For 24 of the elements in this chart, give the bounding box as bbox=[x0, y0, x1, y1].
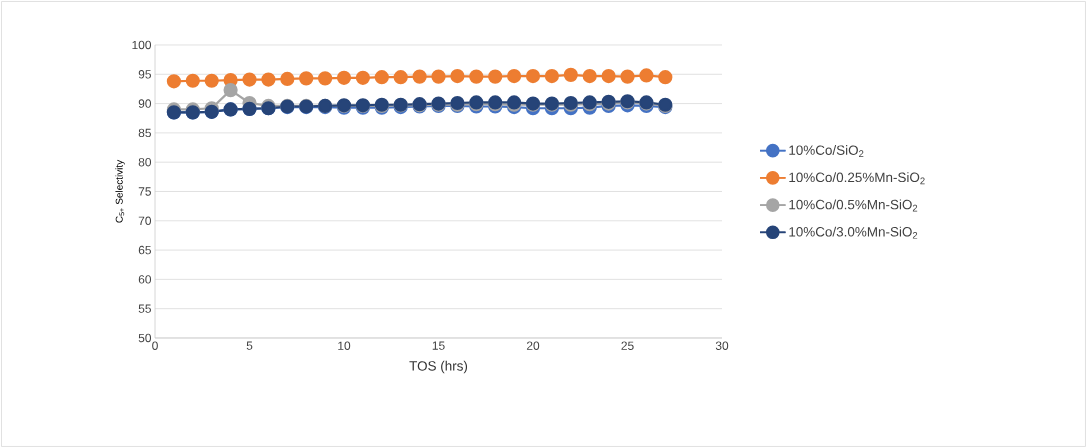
legend-label: 10%Co/0.25%Mn-SiO$_{2}$ bbox=[789, 172, 925, 185]
x-tick-label: 30 bbox=[715, 341, 729, 350]
y-tick-label: 65 bbox=[138, 245, 151, 255]
legend-label: 10%Co/3.0%Mn-SiO$_{2}$ bbox=[789, 226, 918, 239]
y-tick-label: 55 bbox=[138, 304, 151, 313]
y-tick-label: 75 bbox=[138, 187, 151, 196]
x-axis-title: TOS (hrs) bbox=[409, 360, 468, 374]
x-tick-label: 10 bbox=[338, 341, 351, 350]
y-tick-label: 100 bbox=[132, 40, 152, 50]
x-tick-label: 5 bbox=[246, 341, 253, 350]
x-tick-label: 25 bbox=[621, 341, 634, 350]
legend-label: 10%Co/0.5%Mn-SiO$_{2}$ bbox=[789, 199, 918, 212]
x-tick-label: 20 bbox=[526, 341, 540, 350]
y-tick-label: 85 bbox=[138, 128, 151, 138]
y-tick-label: 95 bbox=[138, 70, 151, 79]
y-axis-title: C$_{5+}$ Selectivity bbox=[115, 159, 125, 223]
y-tick-label: 80 bbox=[138, 157, 152, 167]
y-tick-label: 90 bbox=[138, 99, 152, 108]
y-tick-label: 50 bbox=[138, 333, 152, 343]
legend-label: 10%Co/SiO$_{2}$ bbox=[789, 145, 864, 157]
y-tick-label: 70 bbox=[138, 216, 152, 226]
y-tick-label: 60 bbox=[138, 275, 152, 284]
x-tick-label: 0 bbox=[152, 341, 158, 350]
x-tick-label: 15 bbox=[432, 341, 445, 350]
